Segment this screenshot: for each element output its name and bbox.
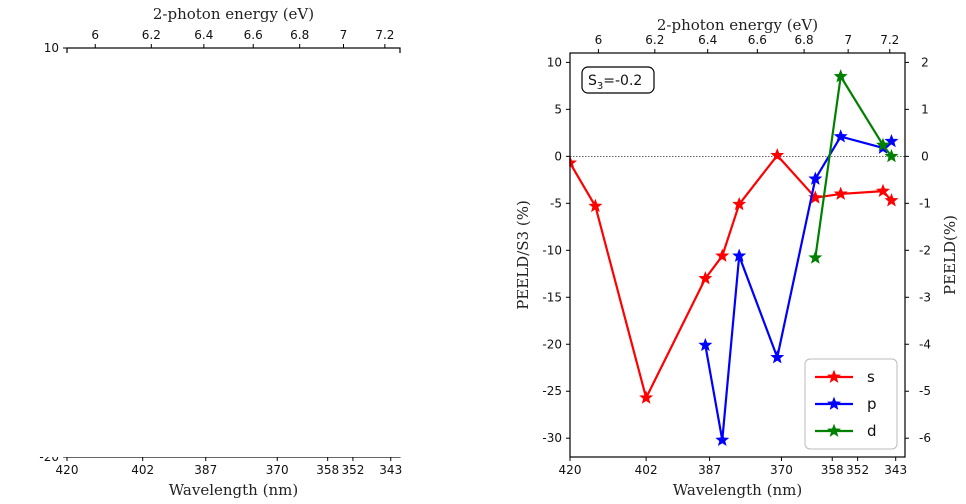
series-line-d: [814, 75, 893, 258]
top-tick-label: 6.4: [698, 33, 717, 47]
y-tick-label: 10: [44, 41, 59, 55]
annotation-text: S3=-0.2: [588, 73, 642, 92]
legend-marker-d: [827, 423, 841, 437]
right-y-tick-label: -3: [919, 290, 931, 304]
data-point-p: [884, 133, 899, 148]
data-point-p: [770, 350, 785, 364]
top-tick-label: 6.8: [795, 33, 814, 47]
y-tick-label: 0: [554, 149, 562, 163]
data-point-p: [833, 129, 848, 143]
x-tick-label: 358: [821, 463, 844, 477]
data-point-s: [833, 186, 848, 200]
data-point-s: [698, 271, 713, 285]
data-point-d: [884, 149, 899, 163]
right-y-tick-label: -2: [919, 243, 931, 257]
series-line-p: [704, 135, 893, 442]
top-tick-label: 7: [340, 28, 348, 42]
legend-label-s: s: [867, 368, 875, 386]
y-tick-label: -25: [542, 384, 562, 398]
y-tick-label: -20: [542, 337, 562, 351]
top-tick-label: 7.2: [375, 28, 394, 42]
x-tick-label: 358: [316, 463, 339, 477]
top-tick-label: 6.6: [748, 33, 767, 47]
legend-label-p: p: [867, 395, 877, 413]
top-axis-title: 2-photon energy (eV): [657, 16, 818, 34]
right-y-tick-label: -6: [919, 431, 931, 445]
data-point-d: [808, 250, 823, 264]
top-tick-label: 6.2: [142, 28, 161, 42]
top-tick-label: 6: [595, 33, 603, 47]
x-tick-label: 402: [635, 463, 658, 477]
x-tick-label: 387: [698, 463, 721, 477]
annotation-box: [581, 66, 655, 94]
y-tick-label: -30: [542, 431, 562, 445]
right-y-tick-label: -4: [919, 337, 931, 351]
top-axis-title: 2-photon energy (eV): [153, 5, 314, 23]
legend-marker-s: [827, 369, 841, 383]
data-point-s: [770, 148, 785, 162]
data-point-s: [639, 390, 654, 404]
x-tick-label: 370: [266, 463, 289, 477]
right-y-tick-label: 1: [921, 102, 929, 116]
y-axis-title: PEELD/S3 (%): [514, 200, 532, 310]
y-tick-label: -5: [550, 196, 562, 210]
top-tick-label: 7: [844, 33, 852, 47]
top-tick-label: 6.8: [290, 28, 309, 42]
x-tick-label: 352: [341, 463, 364, 477]
legend-label-d: d: [867, 422, 877, 440]
x-tick-label: 352: [846, 463, 869, 477]
left-mask: [0, 53, 570, 457]
data-point-s: [876, 183, 890, 198]
x-tick-label: 420: [559, 463, 582, 477]
top-tick-label: 7.2: [880, 33, 899, 47]
x-tick-label: 343: [379, 463, 402, 477]
right-y-tick-label: -5: [919, 384, 931, 398]
y-tick-label: 10: [547, 55, 562, 69]
data-point-d: [876, 137, 890, 152]
annotation-subscript: 3: [597, 81, 603, 92]
y-tick-label: -15: [542, 290, 562, 304]
top-tick-label: 6.2: [645, 33, 664, 47]
x-tick-label: 370: [770, 463, 793, 477]
x-tick-label: 420: [56, 463, 79, 477]
right-y-axis-title: PEELD(%): [941, 215, 959, 295]
data-point-s: [884, 193, 899, 207]
top-tick-label: 6.6: [244, 28, 263, 42]
x-tick-label: 387: [194, 463, 217, 477]
legend-marker-p: [827, 396, 841, 410]
annotation-symbol: S: [588, 73, 597, 89]
data-point-p: [698, 337, 713, 352]
x-tick-label: 343: [884, 463, 907, 477]
data-point-p: [732, 248, 747, 262]
data-point-s: [715, 248, 730, 262]
y-tick-label: -10: [542, 243, 562, 257]
y-tick-label: 5: [554, 102, 562, 116]
data-point-p: [715, 432, 730, 447]
x-tick-label: 402: [131, 463, 154, 477]
x-axis-title: Wavelength (nm): [673, 481, 802, 499]
data-point-s: [732, 196, 747, 211]
data-point-p: [808, 171, 823, 185]
top-tick-label: 6.4: [194, 28, 213, 42]
right-y-tick-label: -1: [919, 196, 931, 210]
right-y-tick-label: 0: [921, 149, 929, 163]
x-axis-title: Wavelength (nm): [169, 481, 298, 499]
right-y-tick-label: 2: [921, 55, 929, 69]
data-point-s: [588, 198, 603, 213]
data-point-d: [833, 69, 848, 83]
top-tick-label: 6: [91, 28, 99, 42]
plot-frame: [569, 52, 906, 458]
annotation-value: =-0.2: [603, 73, 642, 89]
